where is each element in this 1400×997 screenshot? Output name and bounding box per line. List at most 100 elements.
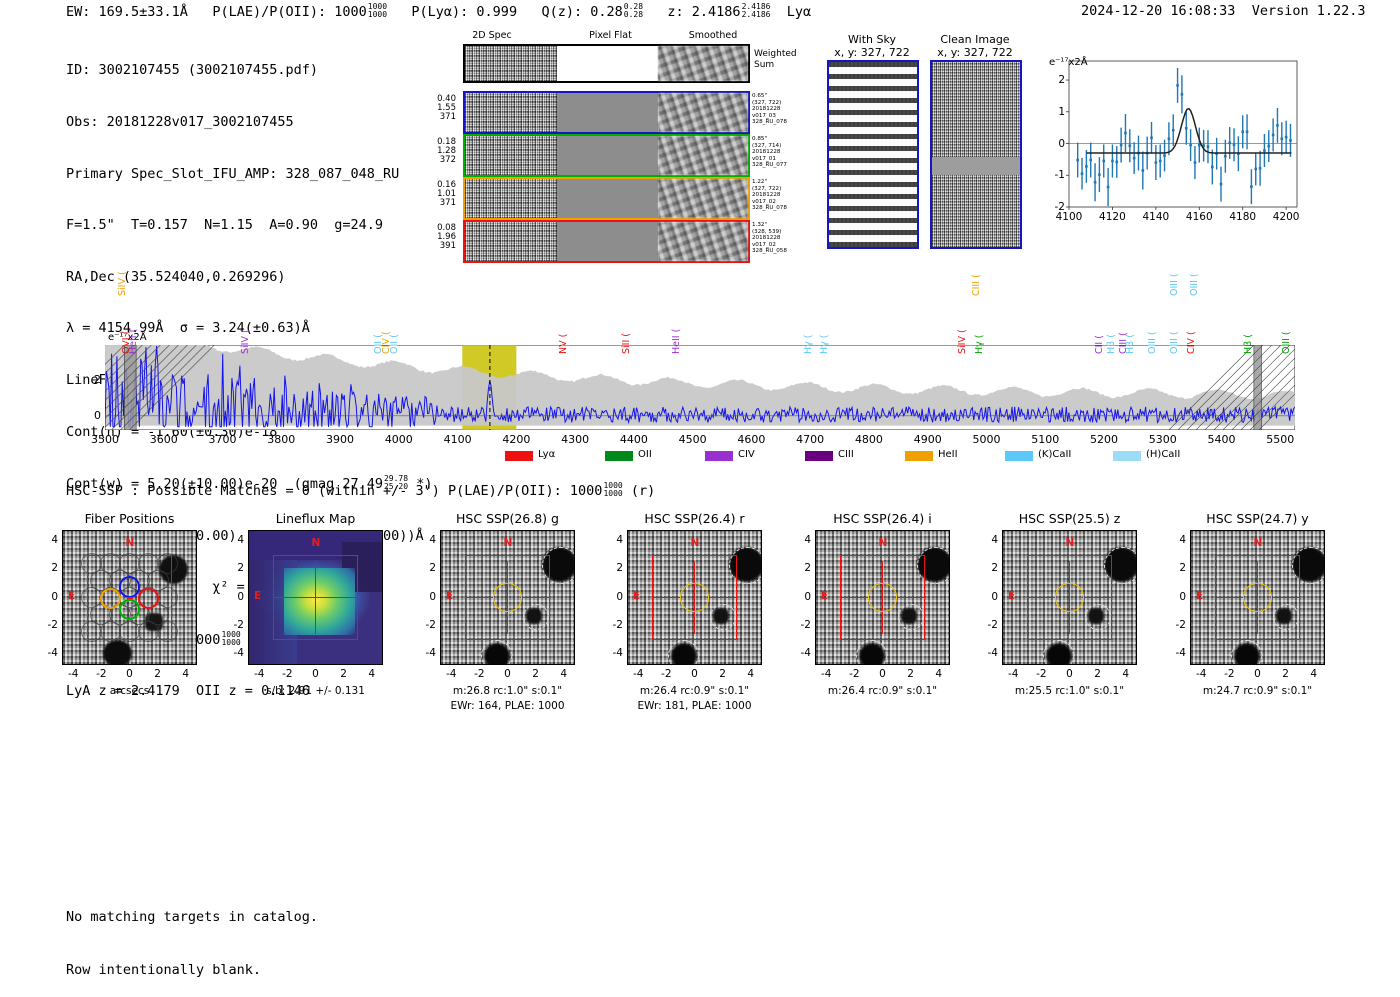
crosshair-horizontal: [652, 596, 682, 599]
hsc-ssp-header: HSC-SSP : Possible Matches = 0 (within +…: [66, 482, 655, 499]
crosshair-vertical: [1256, 610, 1259, 635]
cutout-ytick: -2: [612, 618, 623, 631]
emission-line-label: OIII (: [1146, 331, 1158, 354]
spectrum-xtick: 4300: [561, 433, 590, 446]
weighted-sum-label: Weighted Sum: [754, 49, 797, 70]
cutout-ytick: -4: [1175, 646, 1186, 659]
emission-line-label: Hβ (: [1242, 334, 1254, 354]
north-label: N: [690, 537, 700, 549]
spectrum-xtick: 4900: [913, 433, 942, 446]
spectrum-xtick: 3900: [326, 433, 355, 446]
cutout-xtick: 4: [1310, 668, 1318, 680]
crosshair-horizontal: [1082, 596, 1112, 599]
legend-label: Lyα: [538, 449, 556, 460]
crosshair-vertical: [314, 560, 317, 598]
cutout-ytick: 2: [51, 562, 58, 575]
fiber-meta-line: (327, 722): [752, 185, 782, 192]
info-wavelength: λ = 4154.99Å σ = 3.24(±0.63)Å: [66, 320, 310, 337]
cutout-ytick: 2: [237, 562, 244, 575]
cutout-xtick: -4: [1008, 668, 1019, 680]
emission-line-label: SiIV (: [957, 329, 969, 354]
fiber-meta-line: 328_RU_078: [752, 119, 787, 126]
cutout-caption: EWr: 181, PLAE: 1000: [637, 700, 752, 712]
highlighted-fiber: [99, 587, 122, 609]
cutout-xtick: -4: [254, 668, 265, 680]
emission-line-label: Hγ (: [803, 334, 815, 355]
crosshair-horizontal: [1215, 596, 1245, 599]
fiber-row-meta: 1.22" (327, 722) 20181228 v017_02 328_RU_078: [752, 179, 810, 212]
summary-header: EW: 169.5±33.1Å P(LAE)/P(OII): 1000 1000 1…: [66, 3, 811, 20]
aperture-circle: [1243, 583, 1272, 612]
emission-line-label: OIII (: [1169, 331, 1181, 354]
cutout-caption: m:26.4 rc:0.9" s:0.1": [639, 685, 750, 697]
crosshair-horizontal: [465, 596, 495, 599]
cutout-ytick: 4: [616, 534, 623, 547]
fiber-meta-line: 20181228: [752, 149, 781, 156]
zoom-xtick: 4200: [1272, 211, 1300, 223]
fiber-stat: 1.55: [437, 103, 456, 114]
fiber-meta-line: 328_RU_078: [752, 205, 787, 212]
cutout-xtick: 0: [504, 668, 511, 680]
cutout-image[interactable]: [627, 530, 762, 665]
footer-line-1: No matching targets in catalog.: [66, 909, 318, 925]
crosshair-horizontal: [840, 596, 870, 599]
cutout-caption: m:26.4 rc:0.9" s:0.1": [827, 685, 938, 697]
fiber-meta-line: (327, 722): [752, 99, 782, 106]
cutout-ytick: -4: [987, 646, 998, 659]
header-z-label: z: 2.4186: [667, 3, 741, 20]
spectrum-xtick: 5000: [972, 433, 1001, 446]
cutout-xtick: -4: [821, 668, 832, 680]
cutout-xtick: -2: [474, 668, 485, 680]
fiber-meta-line: 20181228: [752, 235, 781, 242]
cutout-title: Fiber Positions: [84, 511, 175, 526]
cutout-ytick: 0: [51, 590, 58, 603]
emission-line-label: OIII (: [1189, 273, 1201, 296]
cutout-xtick: 2: [1094, 668, 1101, 680]
cutout-ytick: 4: [51, 534, 58, 547]
spectrum-xtick: 5400: [1207, 433, 1236, 446]
legend-swatch: [705, 451, 733, 461]
cutout-ytick: 2: [429, 562, 436, 575]
cutout-ytick: -2: [1175, 618, 1186, 631]
timestamp: 2024-12-20 16:08:33: [1081, 3, 1236, 19]
legend-swatch: [1005, 451, 1033, 461]
legend-swatch: [1113, 451, 1141, 461]
cutout-xtick: 2: [154, 668, 161, 680]
legend-swatch: [905, 451, 933, 461]
footer-note: No matching targets in catalog. Row inte…: [66, 874, 318, 997]
spectrum-xtick: 3800: [267, 433, 296, 446]
with-sky-image: [827, 60, 919, 249]
info-plae-range: 1000 1000: [221, 629, 241, 647]
cutout-ytick: -2: [233, 618, 244, 631]
crosshair-vertical: [881, 610, 884, 635]
fiber-meta-line: 20181228: [752, 106, 781, 113]
zoom-xtick: 4180: [1229, 211, 1257, 223]
clean-image-coords: x, y: 327, 722: [937, 46, 1013, 59]
cutout-caption: m:25.5 rc:1.0" s:0.1": [1014, 685, 1125, 697]
cutout-title: HSC SSP(26.4) r: [644, 511, 745, 526]
crosshair-vertical: [314, 597, 317, 635]
hsc-header-text: HSC-SSP : Possible Matches = 0 (within +…: [66, 482, 603, 499]
with-sky-title: With Sky x, y: 327, 722: [820, 33, 924, 59]
crosshair-horizontal: [1270, 596, 1300, 599]
cutout-ytick: -4: [233, 646, 244, 659]
cutout-xtick: 0: [312, 668, 319, 680]
fiber-stat: 0.08: [437, 223, 456, 233]
info-redshifts: LyA z = 2.4179 OII z = 0.1146: [66, 683, 310, 700]
cutout-title: Lineflux Map: [275, 511, 356, 526]
zoomplot-units: e⁻¹⁷x2Å: [1049, 57, 1088, 68]
cutout-ytick: 0: [991, 590, 998, 603]
fiber-stat: 0.18: [437, 137, 456, 147]
center-marker: [126, 596, 133, 599]
spectrum-xtick: 5300: [1148, 433, 1177, 446]
fiber-meta-line: 0.85": [752, 136, 768, 142]
fiber-row: [463, 91, 750, 134]
aperture-circle: [868, 583, 897, 612]
spectrum-xtick: 3700: [208, 433, 237, 446]
fiber-meta-line: v017_03: [752, 112, 776, 119]
fiber-meta-line: v017_01: [752, 155, 776, 162]
cutout-caption: EWr: 164, PLAE: 1000: [450, 700, 565, 712]
cutout-xtick: -2: [849, 668, 860, 680]
weighted-sum-row: [463, 44, 750, 83]
cutout-ytick: -4: [425, 646, 436, 659]
